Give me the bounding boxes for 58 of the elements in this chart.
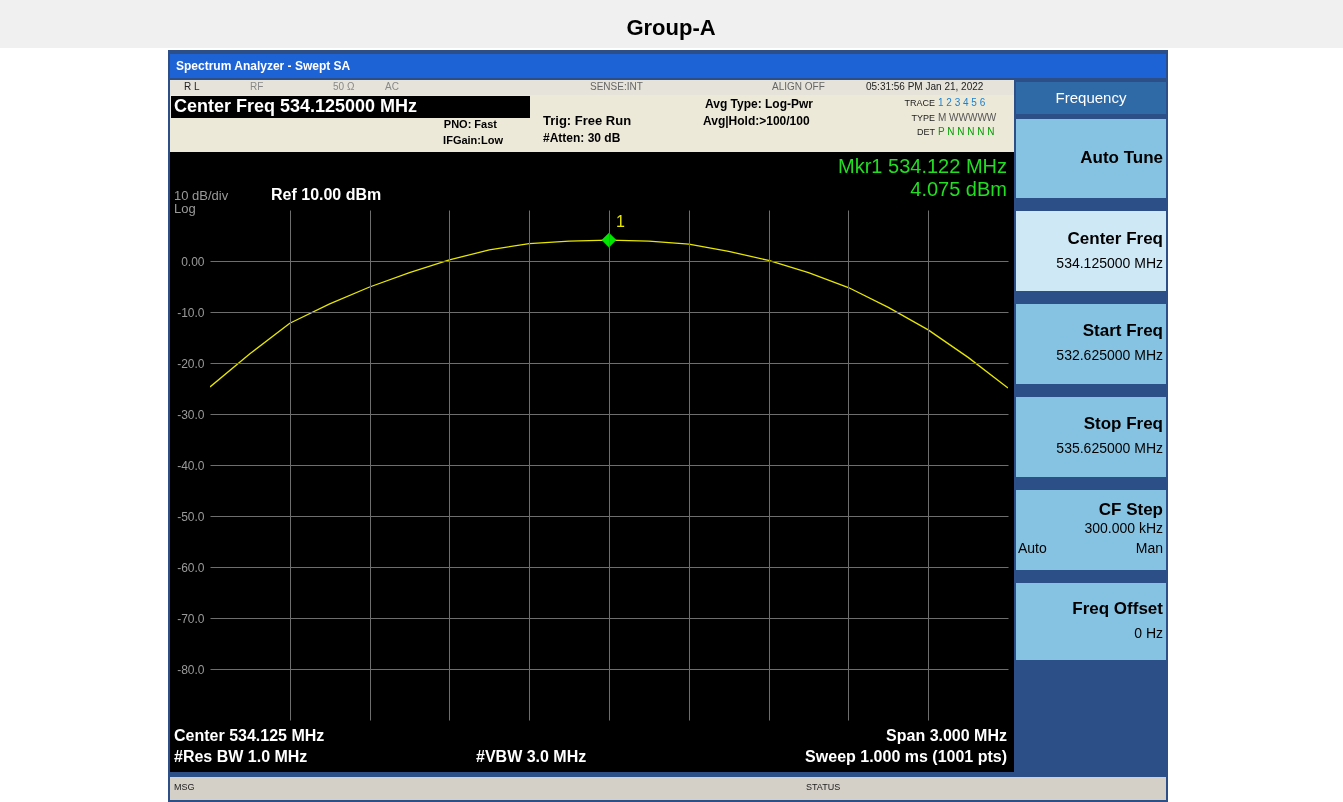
text: Auto Tune xyxy=(1080,148,1163,167)
text: Avg|Hold:>100/100 xyxy=(703,114,810,128)
text: Man xyxy=(1135,540,1163,556)
text: RF xyxy=(250,81,264,92)
text: 300.000 kHz xyxy=(1084,520,1163,536)
text: AC xyxy=(385,81,399,92)
chart-title: Group-A xyxy=(626,15,716,40)
text: Spectrum Analyzer - Swept SA xyxy=(176,59,351,73)
text: CF Step xyxy=(1098,500,1163,519)
text: Center 534.125 MHz xyxy=(174,727,325,744)
y-tick-label: -30.0 xyxy=(177,407,205,422)
text: Trig: Free Run xyxy=(543,113,632,128)
text: TRACE xyxy=(904,98,935,108)
y-tick-label: -70.0 xyxy=(177,611,205,626)
text: STATUS xyxy=(806,782,841,792)
text: IFGain:Low xyxy=(443,134,504,146)
text: Mkr1 534.122 MHz xyxy=(838,155,1007,177)
text: 534.125000 MHz xyxy=(1056,255,1163,271)
text: 4.075 dBm xyxy=(910,178,1007,200)
text: #VBW 3.0 MHz xyxy=(476,748,587,765)
text: MSG xyxy=(174,782,195,792)
text: SENSE:INT xyxy=(590,81,643,92)
text: 0 Hz xyxy=(1134,625,1163,641)
y-tick-label: -20.0 xyxy=(177,356,205,371)
text: Sweep 1.000 ms (1001 pts) xyxy=(805,748,1007,765)
text: Span 3.000 MHz xyxy=(886,727,1007,744)
text: 1 2 3 4 5 6 xyxy=(938,97,986,108)
text: Freq Offset xyxy=(1072,599,1164,618)
text: Center Freq xyxy=(1067,229,1163,248)
text: #Atten: 30 dB xyxy=(543,131,621,145)
text: Log xyxy=(174,201,196,216)
text: Stop Freq xyxy=(1083,414,1163,433)
text: Ref 10.00 dBm xyxy=(271,186,382,203)
text: TYPE xyxy=(911,113,935,123)
y-tick-label: -50.0 xyxy=(177,509,205,524)
y-tick-label: -80.0 xyxy=(177,662,205,677)
text: PNO: Fast xyxy=(443,118,498,130)
text: Start Freq xyxy=(1082,321,1163,340)
text: Avg Type: Log-Pwr xyxy=(705,97,814,111)
text: 535.625000 MHz xyxy=(1056,440,1163,456)
y-tick-label: -40.0 xyxy=(177,458,205,473)
text: M WWWWW xyxy=(938,112,997,123)
text: Auto xyxy=(1018,540,1048,556)
y-tick-label: -60.0 xyxy=(177,560,205,575)
text: Frequency xyxy=(1055,89,1127,106)
y-tick-label: 0.00 xyxy=(181,254,205,269)
text: Center Freq 534.125000 MHz xyxy=(174,96,418,116)
text: 532.625000 MHz xyxy=(1056,347,1163,363)
text: 50 Ω xyxy=(333,81,355,92)
y-tick-label: -10.0 xyxy=(177,305,205,320)
text: 05:31:56 PM Jan 21, 2022 xyxy=(866,81,984,92)
text: R L xyxy=(184,81,200,92)
text: P N N N N N xyxy=(938,126,995,137)
annotation: 1 xyxy=(616,213,625,230)
text: ALIGN OFF xyxy=(772,81,825,92)
text: #Res BW 1.0 MHz xyxy=(174,748,308,765)
text: 10 dB/div xyxy=(174,188,229,203)
text: DET xyxy=(917,127,936,137)
